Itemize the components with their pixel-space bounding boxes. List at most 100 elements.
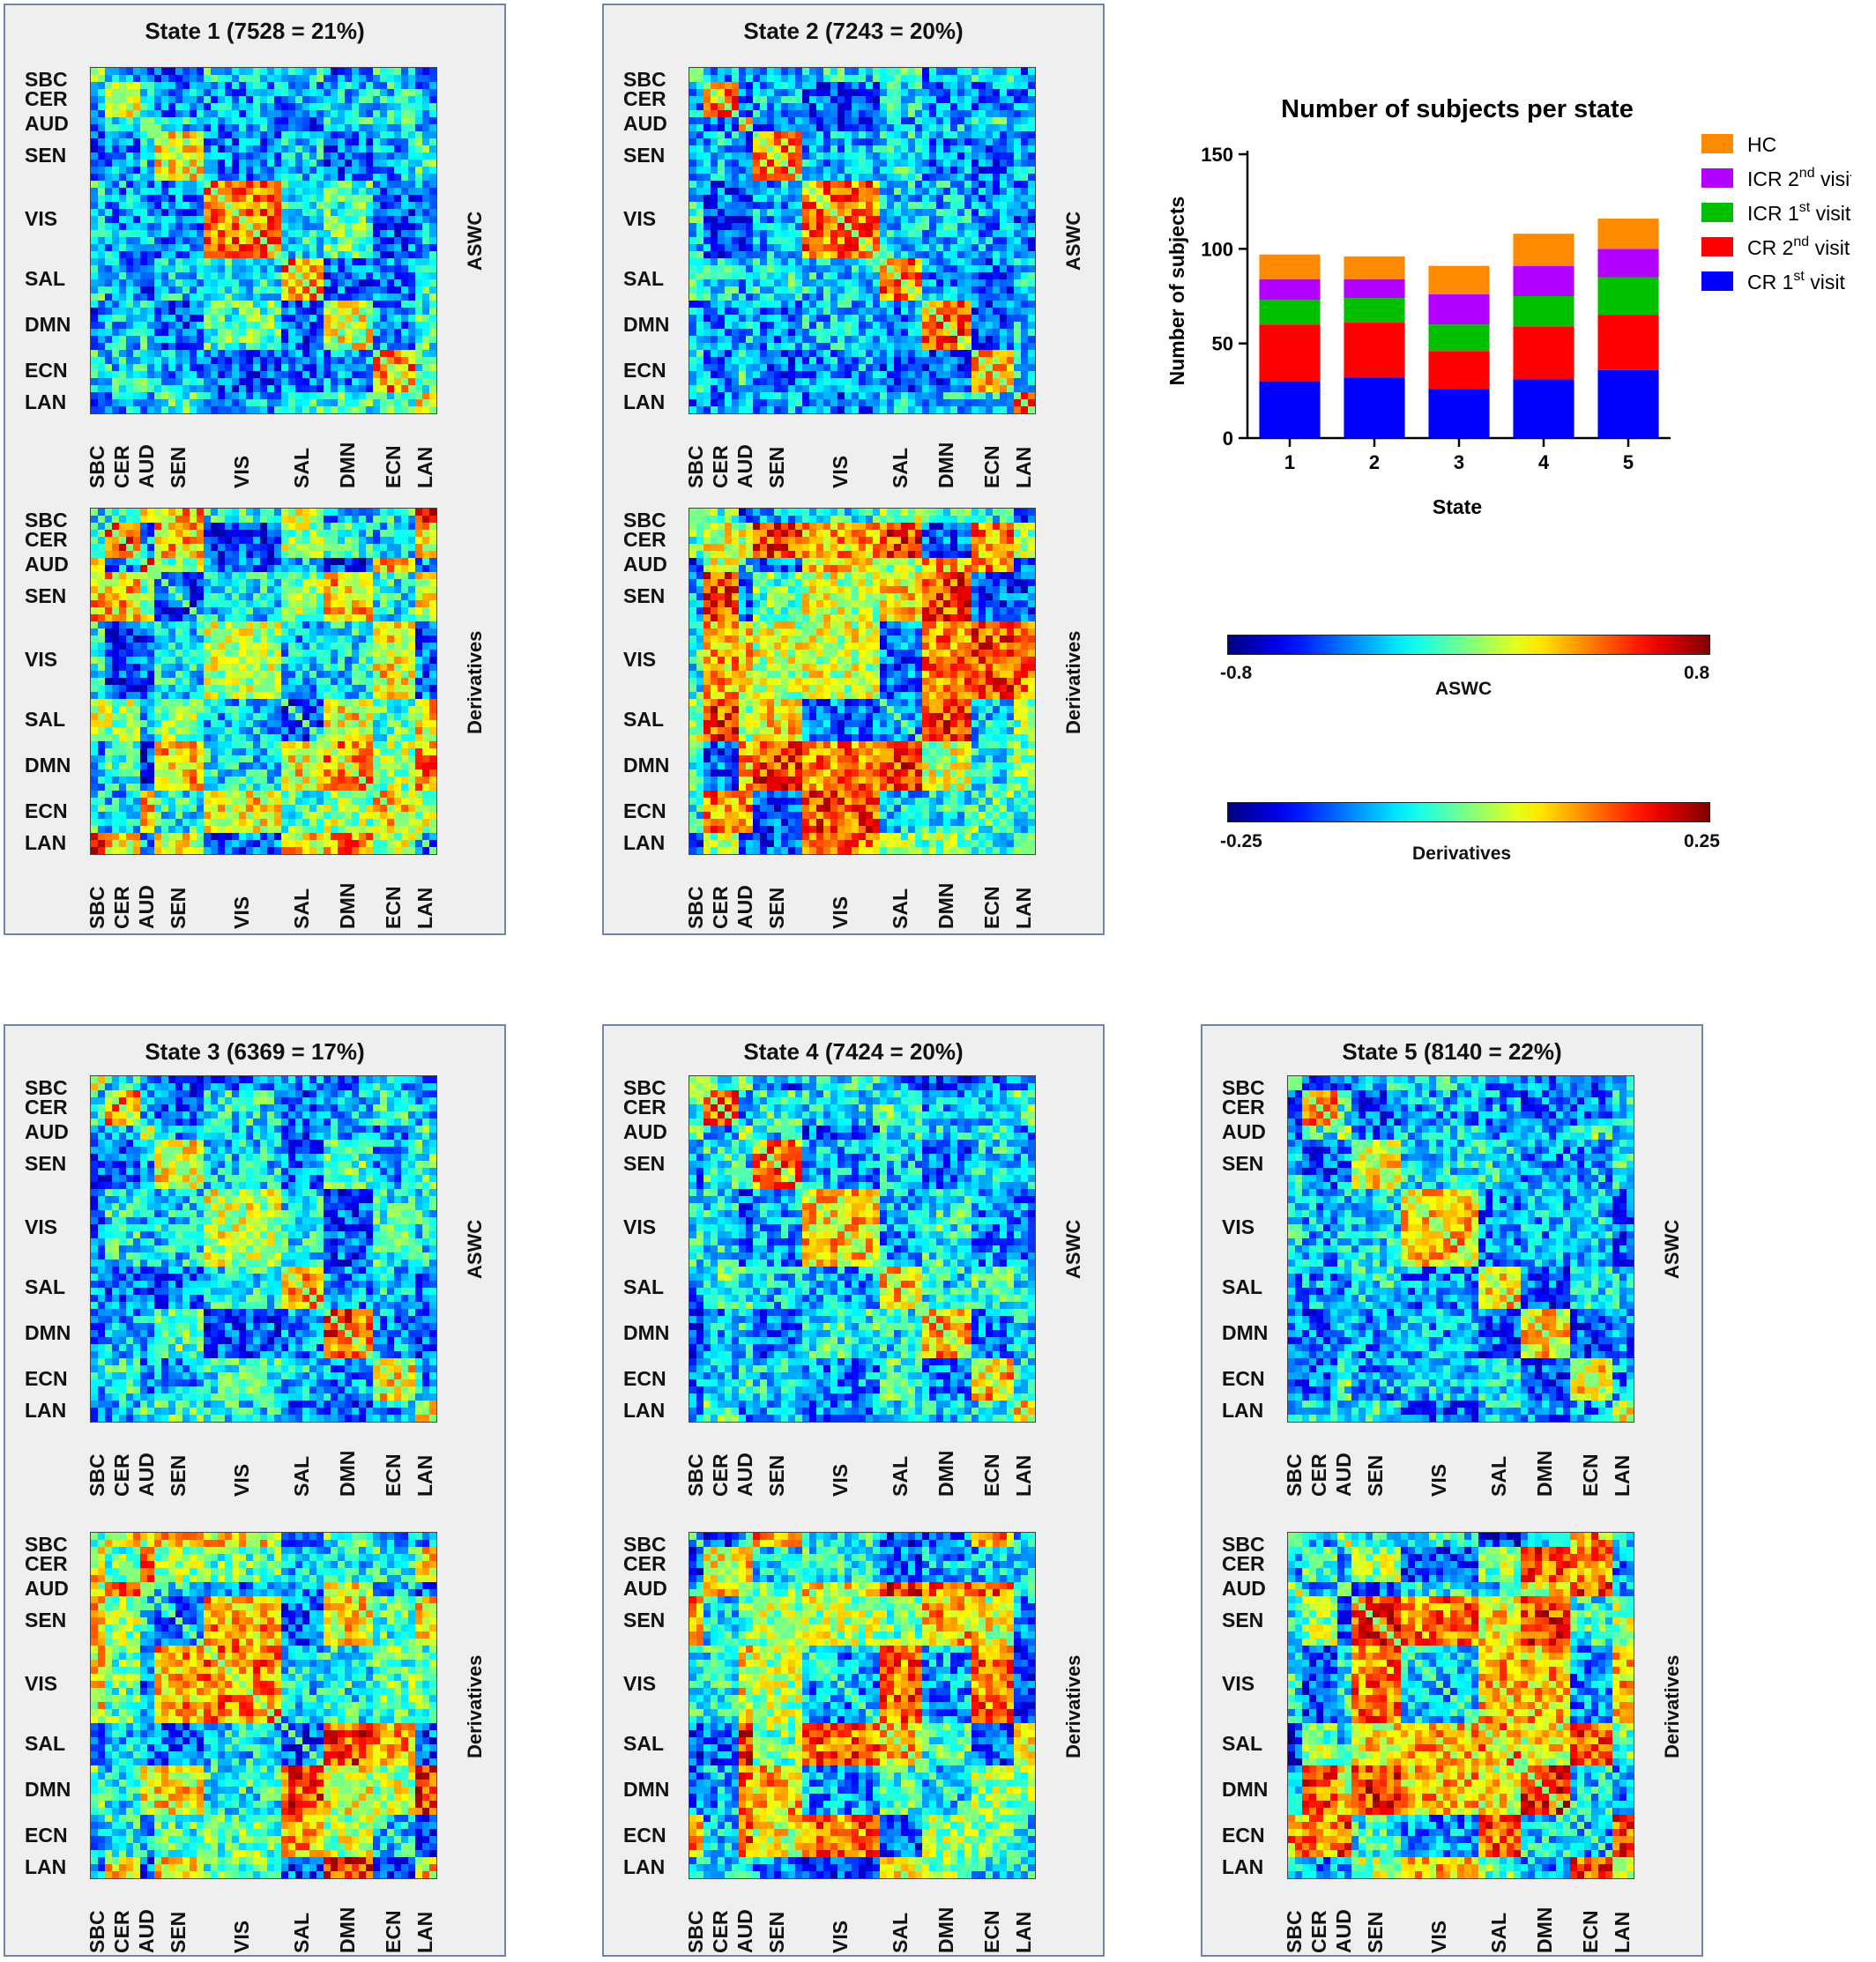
row-label-dmn: DMN — [623, 313, 670, 336]
row-label-sal: SAL — [25, 708, 65, 731]
row-label-cer: CER — [25, 1552, 68, 1575]
row-label-vis: VIS — [623, 1215, 657, 1238]
col-label-sbc: SBC — [684, 1453, 707, 1497]
aswc-colorbar-label: ASWC — [1435, 679, 1493, 699]
bar-segment — [1428, 294, 1490, 325]
col-label-sal: SAL — [290, 1913, 313, 1953]
row-label-dmn: DMN — [623, 1778, 670, 1801]
col-label-sbc: SBC — [86, 886, 108, 929]
row-label-dmn: DMN — [623, 1321, 670, 1344]
col-label-ecn: ECN — [382, 1453, 405, 1497]
bar-segment — [1597, 315, 1659, 370]
row-label-sen: SEN — [623, 144, 666, 167]
row-label-ecn: ECN — [623, 1367, 666, 1390]
subjects-per-state-chart: Number of subjects per state Number of s… — [1165, 95, 1851, 518]
derivatives-side-label: Derivatives — [464, 630, 486, 734]
row-label-sbc: SBC — [25, 509, 68, 531]
derivatives-matrix — [90, 1532, 437, 1879]
bar-segment — [1513, 234, 1574, 266]
row-label-aud: AUD — [25, 1577, 69, 1600]
col-label-vis: VIS — [230, 1463, 253, 1497]
row-label-sen: SEN — [623, 584, 666, 607]
col-label-vis: VIS — [1427, 1920, 1450, 1953]
col-label-ecn: ECN — [382, 1910, 405, 1953]
col-label-cer: CER — [110, 1910, 133, 1953]
col-label-aud: AUD — [733, 885, 756, 929]
col-label-sal: SAL — [889, 888, 912, 929]
row-label-aud: AUD — [25, 553, 69, 576]
aswc-side-label: ASWC — [464, 211, 486, 271]
row-label-dmn: DMN — [25, 1321, 71, 1344]
col-label-ecn: ECN — [1579, 1910, 1602, 1953]
x-tick-label: 1 — [1284, 451, 1295, 473]
aswc-matrix — [90, 67, 437, 414]
row-label-sal: SAL — [623, 708, 664, 731]
col-label-vis: VIS — [829, 896, 852, 929]
row-label-vis: VIS — [623, 648, 657, 671]
row-label-sen: SEN — [25, 1152, 67, 1175]
row-label-lan: LAN — [623, 1855, 666, 1878]
col-label-lan: LAN — [413, 446, 436, 488]
row-label-vis: VIS — [1222, 1672, 1255, 1695]
bar-segment — [1344, 323, 1405, 378]
col-label-sal: SAL — [889, 1456, 912, 1497]
col-label-sen: SEN — [765, 887, 788, 929]
row-label-sen: SEN — [1222, 1609, 1264, 1631]
bar-segment — [1513, 265, 1574, 296]
col-label-aud: AUD — [733, 444, 756, 488]
row-label-dmn: DMN — [623, 754, 670, 777]
row-label-cer: CER — [623, 1096, 666, 1118]
row-label-ecn: ECN — [25, 359, 68, 382]
derivatives-colorbar-min: -0.25 — [1220, 831, 1262, 851]
row-label-sbc: SBC — [1222, 1076, 1265, 1099]
bar-segment — [1259, 381, 1321, 438]
row-label-sal: SAL — [25, 1275, 65, 1298]
row-label-aud: AUD — [623, 112, 667, 135]
derivatives-side-label: Derivatives — [464, 1654, 486, 1758]
col-label-vis: VIS — [829, 1920, 852, 1953]
state-3-panel: State 3 (6369 = 17%) SBC CER AUD SEN VIS SAL DM… — [4, 1024, 506, 1957]
col-label-sen: SEN — [167, 446, 190, 488]
aswc-side-label: ASWC — [1062, 1219, 1084, 1279]
col-label-aud: AUD — [135, 885, 158, 929]
row-label-sen: SEN — [623, 1609, 666, 1631]
col-label-lan: LAN — [413, 1454, 436, 1497]
col-label-aud: AUD — [1332, 1909, 1355, 1953]
state-2-panel: State 2 (7243 = 20%) SBC CER AUD SEN VIS SAL DM… — [602, 4, 1105, 935]
row-label-aud: AUD — [25, 1120, 69, 1143]
col-label-dmn: DMN — [934, 1450, 957, 1497]
derivatives-side-label: Derivatives — [1062, 630, 1084, 734]
derivatives-colorbar-max: 0.25 — [1684, 831, 1720, 851]
row-label-sal: SAL — [1222, 1732, 1262, 1755]
row-label-aud: AUD — [1222, 1120, 1266, 1143]
aswc-side-label: ASWC — [464, 1219, 486, 1279]
col-label-dmn: DMN — [934, 882, 957, 929]
row-label-ecn: ECN — [623, 359, 666, 382]
col-label-cer: CER — [709, 886, 732, 929]
aswc-side-label: ASWC — [1062, 211, 1084, 271]
col-label-sbc: SBC — [1283, 1910, 1306, 1953]
aswc-matrix — [1287, 1075, 1634, 1423]
col-label-vis: VIS — [1427, 1463, 1450, 1497]
col-label-vis: VIS — [230, 455, 253, 488]
bar-segment — [1344, 377, 1405, 438]
row-label-sal: SAL — [25, 267, 65, 290]
col-label-aud: AUD — [733, 1453, 756, 1497]
row-label-sen: SEN — [1222, 1152, 1264, 1175]
row-label-dmn: DMN — [1222, 1321, 1269, 1344]
row-label-lan: LAN — [25, 1399, 67, 1422]
col-label-sen: SEN — [167, 1911, 190, 1953]
col-label-dmn: DMN — [336, 1450, 359, 1497]
col-label-sbc: SBC — [86, 1453, 108, 1497]
col-label-cer: CER — [709, 1910, 732, 1953]
col-label-vis: VIS — [230, 896, 253, 929]
aswc-matrix — [689, 1075, 1036, 1423]
aswc-colorbar-min: -0.8 — [1220, 663, 1253, 683]
col-label-dmn: DMN — [1533, 1450, 1556, 1497]
row-label-vis: VIS — [623, 1672, 657, 1695]
row-label-sbc: SBC — [25, 1533, 68, 1556]
legend-label: CR 1st visit — [1747, 269, 1845, 294]
legend-swatch — [1701, 237, 1733, 256]
col-label-sbc: SBC — [684, 1910, 707, 1953]
row-label-sen: SEN — [623, 1152, 666, 1175]
